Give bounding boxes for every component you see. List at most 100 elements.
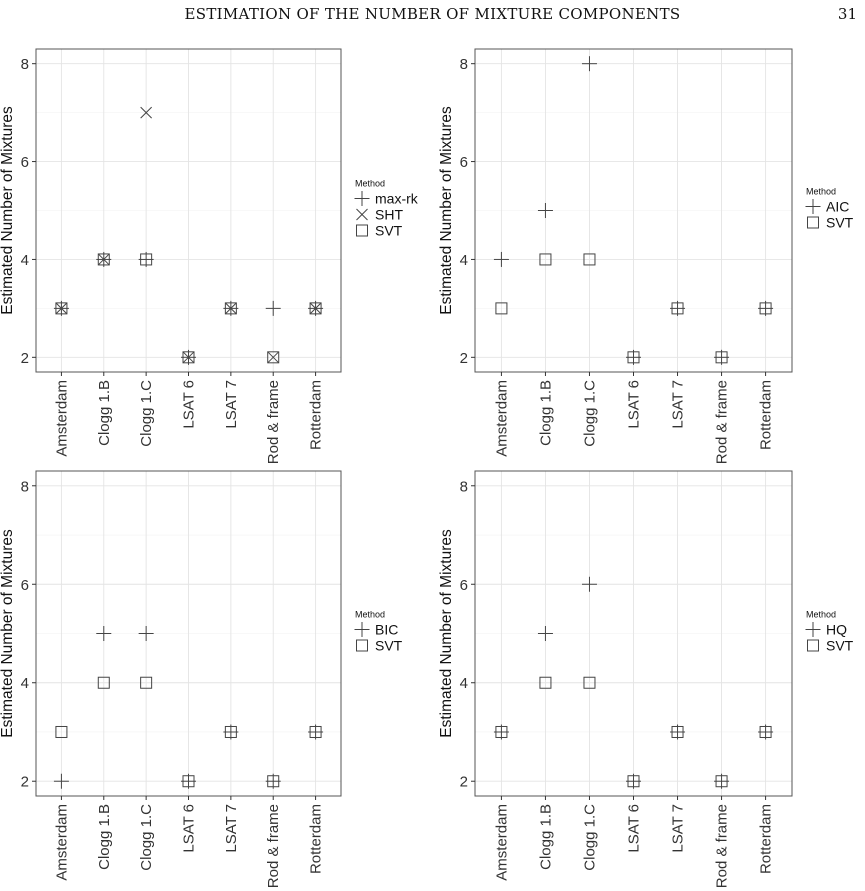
y-tick-label: 4 <box>460 675 468 692</box>
marker-cross-2 <box>140 106 152 119</box>
x-tick-label: Amsterdam <box>53 380 70 457</box>
x-tick-label: Clogg 1.C <box>138 804 155 871</box>
marker-square-5 <box>715 775 728 788</box>
legend-label: HQ <box>826 622 847 638</box>
x-tick-label: Amsterdam <box>493 804 510 881</box>
series-SHT <box>55 106 322 364</box>
marker-plus-0 <box>53 773 69 789</box>
page-title: ESTIMATION OF THE NUMBER OF MIXTURE COMP… <box>184 5 681 23</box>
marker-plus-5 <box>265 300 281 316</box>
y-tick-label: 4 <box>460 252 468 269</box>
legend-label: SVT <box>375 223 403 239</box>
marker-cross-3 <box>182 351 195 364</box>
marker-cross-0-b <box>55 302 68 315</box>
series-SVT <box>55 676 322 788</box>
x-tick-label: Amsterdam <box>493 380 510 457</box>
x-tick-label: Clogg 1.C <box>138 380 155 447</box>
marker-square-1 <box>539 676 552 689</box>
legend-key-AIC <box>805 199 821 214</box>
marker-square-6 <box>759 302 772 315</box>
y-tick-label: 2 <box>21 774 29 791</box>
marker-square-4 <box>224 302 237 315</box>
y-tick-label: 8 <box>460 478 468 495</box>
marker-square-6 <box>309 725 322 738</box>
x-tick-label: Rod & frame <box>265 804 282 888</box>
marker-square-0 <box>55 725 68 738</box>
marker-cross-3-b <box>182 351 195 364</box>
y-tick-label: 4 <box>21 252 29 269</box>
legend-label: SVT <box>826 638 854 654</box>
marker-square-6 <box>309 302 322 315</box>
legend-title: Method <box>806 187 836 197</box>
legend-key-SVT <box>356 224 368 237</box>
marker-square-3 <box>627 775 640 788</box>
marker-square-legend <box>807 639 819 652</box>
legend-label: BIC <box>375 622 398 638</box>
x-tick-label: Rotterdam <box>308 380 325 450</box>
marker-square-3 <box>182 351 195 364</box>
y-tick-label: 2 <box>21 350 29 367</box>
x-tick-label: Clogg 1.B <box>537 380 554 446</box>
y-axis-label: Estimated Number of Mixtures <box>438 106 455 315</box>
legend-title: Method <box>355 610 385 620</box>
page-header: ESTIMATION OF THE NUMBER OF MIXTURE COMP… <box>0 0 865 30</box>
marker-plus-1 <box>537 626 553 641</box>
marker-plus-1 <box>96 626 112 641</box>
marker-square-legend <box>807 216 819 229</box>
y-tick-label: 8 <box>21 56 29 73</box>
x-tick-label: LSAT 7 <box>223 380 240 429</box>
marker-cross-6-b <box>309 302 322 315</box>
y-tick-label: 8 <box>21 478 29 495</box>
marker-plus-legend <box>805 622 821 637</box>
x-tick-label: LSAT 6 <box>181 804 198 853</box>
marker-plus-0 <box>493 251 509 267</box>
y-axis-label: Estimated Number of Mixtures <box>0 529 16 738</box>
x-tick-label: Amsterdam <box>53 804 70 881</box>
y-tick-label: 2 <box>460 350 468 367</box>
marker-cross-4-b <box>225 302 237 315</box>
y-tick-label: 6 <box>21 577 29 594</box>
marker-square-5 <box>715 351 728 364</box>
legend-key-HQ <box>805 622 821 637</box>
marker-square-legend <box>356 639 368 652</box>
x-tick-label: Clogg 1.B <box>96 380 113 446</box>
legend-key-max-rk <box>354 191 370 206</box>
marker-square-2 <box>140 676 153 689</box>
legend-title: Method <box>806 610 836 620</box>
legend-label: AIC <box>826 199 849 215</box>
x-tick-label: Clogg 1.C <box>581 380 598 447</box>
chart-panel-2: 2 4 6 8 Amsterdam Clogg 1.B Clogg 1.C LSAT 6 LSA… <box>438 48 854 464</box>
y-tick-label: 6 <box>460 577 468 594</box>
marker-cross-legend <box>356 208 368 221</box>
x-tick-label: Clogg 1.B <box>96 804 113 870</box>
marker-cross-1 <box>97 253 110 266</box>
marker-square-3 <box>182 775 195 788</box>
x-tick-label: LSAT 6 <box>181 380 198 429</box>
x-tick-label: LSAT 7 <box>670 804 687 853</box>
marker-square-2 <box>583 676 596 689</box>
marker-square-1 <box>97 253 110 266</box>
marker-plus-2 <box>581 56 597 72</box>
x-tick-label: LSAT 7 <box>223 804 240 853</box>
legend-label: SHT <box>375 207 403 223</box>
marker-cross-5-b <box>267 351 280 364</box>
chart-panel-1: 2 4 6 8 Amsterdam Clogg 1.B Clogg 1.C LSAT 6 LSA… <box>0 48 419 464</box>
marker-cross-4 <box>225 302 237 315</box>
legend-label: SVT <box>826 215 854 231</box>
chart-panel-3: 2 4 6 8 Amsterdam Clogg 1.B Clogg 1.C LSAT 6 LSA… <box>0 470 403 888</box>
x-tick-label: Rotterdam <box>758 380 775 450</box>
marker-plus-legend <box>354 191 370 206</box>
marker-square-0 <box>495 302 508 315</box>
x-tick-label: Rod & frame <box>714 380 731 464</box>
x-tick-label: Rotterdam <box>758 804 775 874</box>
y-tick-label: 6 <box>21 154 29 171</box>
marker-plus-legend <box>354 622 370 637</box>
marker-cross-5 <box>267 351 280 364</box>
y-axis-label: Estimated Number of Mixtures <box>438 529 455 738</box>
series-SVT <box>55 253 322 364</box>
marker-square-0 <box>495 725 508 738</box>
